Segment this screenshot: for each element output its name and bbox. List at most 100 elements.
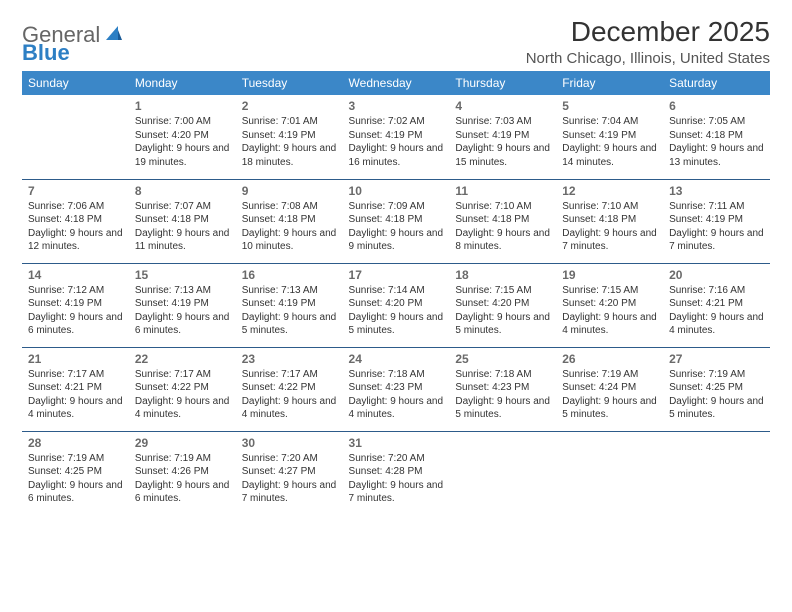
sunset-text: Sunset: 4:20 PM <box>349 297 444 311</box>
sunrise-text: Sunrise: 7:10 AM <box>455 200 550 214</box>
daylight-text: Daylight: 9 hours and 16 minutes. <box>349 142 444 169</box>
sunset-text: Sunset: 4:24 PM <box>562 381 657 395</box>
sunrise-text: Sunrise: 7:09 AM <box>349 200 444 214</box>
sunrise-text: Sunrise: 7:16 AM <box>669 284 764 298</box>
sunrise-text: Sunrise: 7:03 AM <box>455 115 550 129</box>
calendar-day-cell: 7Sunrise: 7:06 AMSunset: 4:18 PMDaylight… <box>22 179 129 263</box>
daylight-text: Daylight: 9 hours and 11 minutes. <box>135 227 230 254</box>
calendar-day-cell: 4Sunrise: 7:03 AMSunset: 4:19 PMDaylight… <box>449 95 556 179</box>
calendar-day-cell: 8Sunrise: 7:07 AMSunset: 4:18 PMDaylight… <box>129 179 236 263</box>
sunset-text: Sunset: 4:25 PM <box>28 465 123 479</box>
calendar-day-cell: 29Sunrise: 7:19 AMSunset: 4:26 PMDayligh… <box>129 431 236 515</box>
calendar-day-cell: 10Sunrise: 7:09 AMSunset: 4:18 PMDayligh… <box>343 179 450 263</box>
sunrise-text: Sunrise: 7:18 AM <box>455 368 550 382</box>
sunset-text: Sunset: 4:19 PM <box>455 129 550 143</box>
day-number: 2 <box>242 98 337 114</box>
day-number: 14 <box>28 267 123 283</box>
day-header: Thursday <box>449 71 556 95</box>
sunset-text: Sunset: 4:19 PM <box>28 297 123 311</box>
day-number: 11 <box>455 183 550 199</box>
sunset-text: Sunset: 4:19 PM <box>242 129 337 143</box>
day-number: 31 <box>349 435 444 451</box>
calendar-week-row: 14Sunrise: 7:12 AMSunset: 4:19 PMDayligh… <box>22 263 770 347</box>
daylight-text: Daylight: 9 hours and 5 minutes. <box>669 395 764 422</box>
sunset-text: Sunset: 4:23 PM <box>455 381 550 395</box>
day-number: 22 <box>135 351 230 367</box>
calendar-day-cell: 24Sunrise: 7:18 AMSunset: 4:23 PMDayligh… <box>343 347 450 431</box>
sunset-text: Sunset: 4:20 PM <box>455 297 550 311</box>
sunset-text: Sunset: 4:19 PM <box>562 129 657 143</box>
calendar-day-cell: 28Sunrise: 7:19 AMSunset: 4:25 PMDayligh… <box>22 431 129 515</box>
sunrise-text: Sunrise: 7:19 AM <box>562 368 657 382</box>
day-number: 15 <box>135 267 230 283</box>
calendar-day-cell: 3Sunrise: 7:02 AMSunset: 4:19 PMDaylight… <box>343 95 450 179</box>
day-number: 20 <box>669 267 764 283</box>
calendar-day-cell: 16Sunrise: 7:13 AMSunset: 4:19 PMDayligh… <box>236 263 343 347</box>
sunrise-text: Sunrise: 7:08 AM <box>242 200 337 214</box>
daylight-text: Daylight: 9 hours and 10 minutes. <box>242 227 337 254</box>
daylight-text: Daylight: 9 hours and 9 minutes. <box>349 227 444 254</box>
calendar-day-cell: 2Sunrise: 7:01 AMSunset: 4:19 PMDaylight… <box>236 95 343 179</box>
calendar-day-cell: 6Sunrise: 7:05 AMSunset: 4:18 PMDaylight… <box>663 95 770 179</box>
daylight-text: Daylight: 9 hours and 5 minutes. <box>455 395 550 422</box>
day-number: 1 <box>135 98 230 114</box>
calendar-header-row: SundayMondayTuesdayWednesdayThursdayFrid… <box>22 71 770 95</box>
daylight-text: Daylight: 9 hours and 4 minutes. <box>28 395 123 422</box>
sunrise-text: Sunrise: 7:19 AM <box>135 452 230 466</box>
day-header: Sunday <box>22 71 129 95</box>
calendar-day-cell <box>22 95 129 179</box>
daylight-text: Daylight: 9 hours and 7 minutes. <box>349 479 444 506</box>
calendar-day-cell: 30Sunrise: 7:20 AMSunset: 4:27 PMDayligh… <box>236 431 343 515</box>
sunrise-text: Sunrise: 7:17 AM <box>135 368 230 382</box>
day-number: 25 <box>455 351 550 367</box>
sunset-text: Sunset: 4:18 PM <box>562 213 657 227</box>
calendar-day-cell: 13Sunrise: 7:11 AMSunset: 4:19 PMDayligh… <box>663 179 770 263</box>
day-header: Saturday <box>663 71 770 95</box>
day-number: 23 <box>242 351 337 367</box>
sunrise-text: Sunrise: 7:19 AM <box>669 368 764 382</box>
sunrise-text: Sunrise: 7:20 AM <box>242 452 337 466</box>
daylight-text: Daylight: 9 hours and 4 minutes. <box>135 395 230 422</box>
sunset-text: Sunset: 4:19 PM <box>669 213 764 227</box>
day-header: Wednesday <box>343 71 450 95</box>
sunrise-text: Sunrise: 7:19 AM <box>28 452 123 466</box>
daylight-text: Daylight: 9 hours and 8 minutes. <box>455 227 550 254</box>
sunset-text: Sunset: 4:21 PM <box>669 297 764 311</box>
day-number: 3 <box>349 98 444 114</box>
calendar-day-cell <box>556 431 663 515</box>
calendar-day-cell: 19Sunrise: 7:15 AMSunset: 4:20 PMDayligh… <box>556 263 663 347</box>
sunset-text: Sunset: 4:28 PM <box>349 465 444 479</box>
calendar-week-row: 7Sunrise: 7:06 AMSunset: 4:18 PMDaylight… <box>22 179 770 263</box>
day-number: 21 <box>28 351 123 367</box>
calendar-week-row: 21Sunrise: 7:17 AMSunset: 4:21 PMDayligh… <box>22 347 770 431</box>
sunset-text: Sunset: 4:18 PM <box>455 213 550 227</box>
day-number: 16 <box>242 267 337 283</box>
sunset-text: Sunset: 4:23 PM <box>349 381 444 395</box>
title-block: December 2025 North Chicago, Illinois, U… <box>526 16 770 67</box>
day-number: 18 <box>455 267 550 283</box>
daylight-text: Daylight: 9 hours and 6 minutes. <box>135 479 230 506</box>
calendar-week-row: 28Sunrise: 7:19 AMSunset: 4:25 PMDayligh… <box>22 431 770 515</box>
day-number: 7 <box>28 183 123 199</box>
sunset-text: Sunset: 4:18 PM <box>28 213 123 227</box>
sunrise-text: Sunrise: 7:13 AM <box>135 284 230 298</box>
header: General December 2025 North Chicago, Ill… <box>22 16 770 67</box>
daylight-text: Daylight: 9 hours and 5 minutes. <box>562 395 657 422</box>
calendar-week-row: 1Sunrise: 7:00 AMSunset: 4:20 PMDaylight… <box>22 95 770 179</box>
sunset-text: Sunset: 4:21 PM <box>28 381 123 395</box>
sunset-text: Sunset: 4:20 PM <box>562 297 657 311</box>
location: North Chicago, Illinois, United States <box>526 50 770 67</box>
calendar-day-cell <box>663 431 770 515</box>
sunrise-text: Sunrise: 7:01 AM <box>242 115 337 129</box>
daylight-text: Daylight: 9 hours and 4 minutes. <box>562 311 657 338</box>
sunset-text: Sunset: 4:19 PM <box>242 297 337 311</box>
calendar-day-cell: 9Sunrise: 7:08 AMSunset: 4:18 PMDaylight… <box>236 179 343 263</box>
day-number: 30 <box>242 435 337 451</box>
sunset-text: Sunset: 4:18 PM <box>349 213 444 227</box>
daylight-text: Daylight: 9 hours and 7 minutes. <box>562 227 657 254</box>
day-number: 5 <box>562 98 657 114</box>
daylight-text: Daylight: 9 hours and 7 minutes. <box>242 479 337 506</box>
calendar-day-cell: 12Sunrise: 7:10 AMSunset: 4:18 PMDayligh… <box>556 179 663 263</box>
day-number: 24 <box>349 351 444 367</box>
day-number: 17 <box>349 267 444 283</box>
